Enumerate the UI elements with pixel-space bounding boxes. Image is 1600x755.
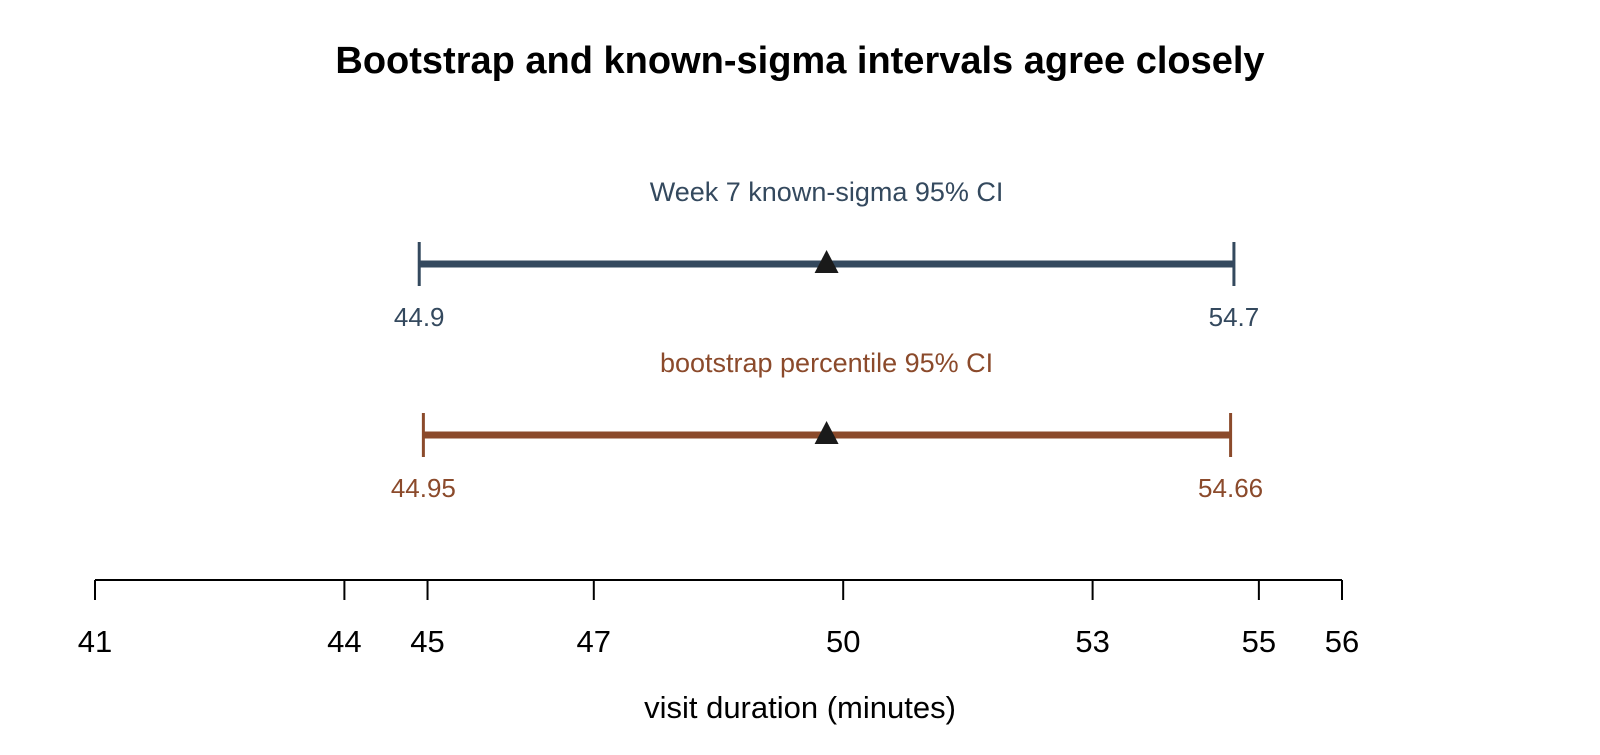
intervals-layer: Week 7 known-sigma 95% CI 44.9 54.7 bootstr…	[391, 177, 1263, 503]
x-tick-label: 50	[826, 624, 860, 659]
interval-upper-label: 54.7	[1209, 302, 1260, 332]
x-axis: 41 44 45 47 50 53 55 56	[78, 579, 1359, 659]
interval-group: bootstrap percentile 95% CI 44.95 54.66	[391, 348, 1263, 503]
x-tick-label: 53	[1075, 624, 1109, 659]
chart-title: Bootstrap and known-sigma intervals agre…	[335, 40, 1264, 82]
interval-label: Week 7 known-sigma 95% CI	[650, 177, 1004, 207]
x-tick-label: 41	[78, 624, 112, 659]
x-tick-label: 44	[327, 624, 361, 659]
interval-lower-label: 44.95	[391, 473, 456, 503]
x-tick-label: 47	[577, 624, 611, 659]
interval-group: Week 7 known-sigma 95% CI 44.9 54.7	[394, 177, 1259, 332]
point-estimate-marker	[814, 421, 839, 444]
interval-label: bootstrap percentile 95% CI	[660, 348, 993, 378]
x-tick-label: 56	[1325, 624, 1359, 659]
x-axis-label: visit duration (minutes)	[644, 690, 956, 725]
x-tick-label: 45	[410, 624, 444, 659]
interval-upper-label: 54.66	[1198, 473, 1263, 503]
point-estimate-marker	[814, 250, 839, 273]
x-tick-label: 55	[1242, 624, 1276, 659]
interval-lower-label: 44.9	[394, 302, 445, 332]
x-axis-ticks: 41 44 45 47 50 53 55 56	[78, 580, 1359, 659]
